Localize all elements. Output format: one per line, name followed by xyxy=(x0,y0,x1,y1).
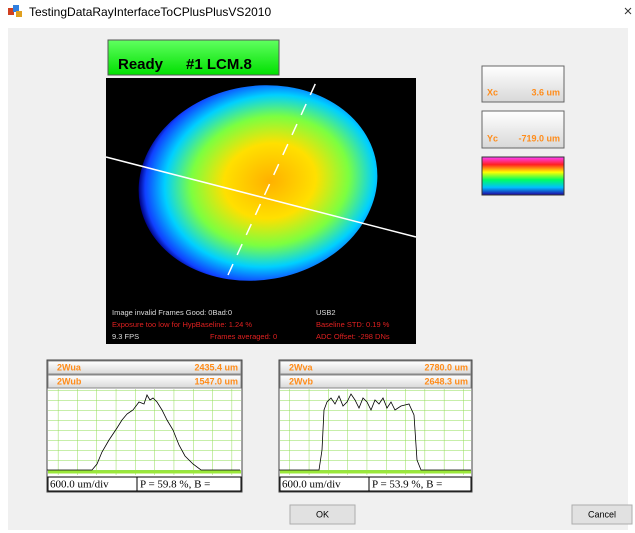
xc-box xyxy=(481,65,565,103)
profile-scale: 600.0 um/div xyxy=(282,479,341,491)
profile-label: 2Wub xyxy=(57,376,82,386)
profile-value: 1547.0 um xyxy=(194,376,238,386)
profile-footer xyxy=(47,476,242,492)
profile-header xyxy=(279,374,472,389)
profile-stats: P = 53.9 %, B = xyxy=(372,479,442,491)
beam xyxy=(138,85,378,281)
cancel-button[interactable] xyxy=(571,504,633,525)
profile-value: 2780.0 um xyxy=(424,362,468,372)
ok-label: OK xyxy=(316,509,329,519)
profile-scale: 600.0 um/div xyxy=(50,479,109,491)
profile-header xyxy=(47,360,242,375)
axis-line xyxy=(227,77,319,276)
profile-header xyxy=(47,374,242,389)
window-title: TestingDataRayInterfaceToCPlusPlusVS2010 xyxy=(29,5,271,19)
profile-curve xyxy=(279,393,471,471)
overlay-text: Exposure too low for HypBaseline: 1.24 % xyxy=(112,320,252,329)
profile-grid xyxy=(280,389,471,475)
overlay-text: Baseline STD: 0.19 % xyxy=(316,320,390,329)
overlay-text: Image invalid Frames Good: 0Bad:0 xyxy=(112,308,232,317)
profile-value: 2648.3 um xyxy=(424,376,468,386)
profile-value: 2435.4 um xyxy=(194,362,238,372)
status-box xyxy=(107,39,280,76)
overlay-text: ADC Offset: -298 DNs xyxy=(316,332,390,341)
status-device: #1 LCM.8 xyxy=(186,56,252,73)
app-icon xyxy=(8,5,22,17)
overlay-text: USB2 xyxy=(316,308,336,317)
overlay-text: 9.3 FPS xyxy=(112,332,139,341)
yc-label: Yc xyxy=(487,133,498,143)
profile-header xyxy=(279,360,472,375)
ok-button[interactable] xyxy=(289,504,356,525)
xc-label: Xc xyxy=(487,87,498,97)
cancel-label: Cancel xyxy=(588,509,616,519)
close-icon[interactable] xyxy=(624,7,632,15)
profile-label: 2Wvb xyxy=(289,376,314,386)
yc-box xyxy=(481,110,565,149)
palette xyxy=(481,156,565,196)
profile-stats: P = 59.8 %, B = xyxy=(140,479,210,491)
overlay-text: Frames averaged: 0 xyxy=(210,332,277,341)
axis-line xyxy=(105,156,417,238)
yc-value: -719.0 um xyxy=(518,133,560,143)
status-state: Ready xyxy=(118,56,164,73)
profile-curve xyxy=(47,394,240,471)
profile-label: 2Wva xyxy=(289,362,314,372)
profile-label: 2Wua xyxy=(57,362,82,372)
profile-footer xyxy=(279,476,472,492)
xc-value: 3.6 um xyxy=(531,87,560,97)
